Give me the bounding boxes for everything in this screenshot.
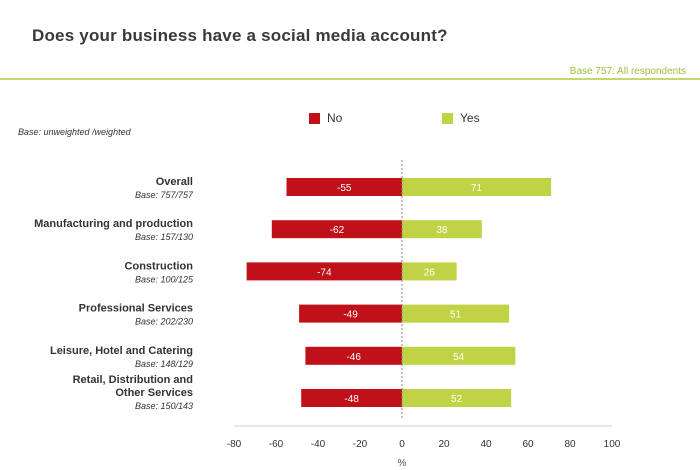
bar-value-label: 54 [453, 352, 465, 363]
legend-label-no: No [327, 111, 343, 125]
category-base-label: Base: 757/757 [135, 190, 194, 200]
bar-yes [402, 346, 516, 365]
bar-value-label: -48 [344, 394, 359, 405]
base-subnote: Base: unweighted /weighted [18, 127, 131, 137]
x-tick-label: 100 [604, 439, 621, 450]
bar-yes [402, 178, 552, 196]
bar-value-label: 51 [450, 310, 462, 321]
bar-value-label: -55 [337, 183, 352, 194]
bar-no [299, 304, 402, 323]
base-note: Base 757: All respondents [569, 66, 686, 77]
bar-value-label: -62 [330, 225, 345, 236]
category-base-label: Base: 150/143 [135, 401, 193, 411]
category-label: Professional Services [79, 303, 193, 315]
category-label: Overall [156, 176, 193, 188]
chart-title: Does your business have a social media a… [32, 26, 448, 45]
x-tick-label: 80 [564, 439, 576, 450]
bar-value-label: 71 [471, 183, 483, 194]
x-tick-label: 40 [480, 439, 492, 450]
bar-no [246, 262, 402, 281]
bar-value-label: -74 [317, 267, 332, 278]
bar-value-label: 38 [436, 225, 448, 236]
legend-swatch-no [309, 113, 320, 124]
bar-no [286, 178, 402, 196]
bar-yes [402, 304, 510, 323]
x-tick-label: 60 [522, 439, 534, 450]
x-tick-label: -40 [311, 439, 326, 450]
category-base-label: Base: 148/129 [135, 359, 193, 369]
x-axis-title: % [398, 458, 407, 469]
legend-swatch-yes [442, 113, 453, 124]
category-label: Manufacturing and production [34, 218, 193, 230]
bar-no [305, 346, 402, 365]
bar-yes [402, 262, 457, 281]
x-tick-label: -80 [227, 439, 242, 450]
bar-yes [402, 220, 482, 239]
x-tick-label: 0 [399, 439, 405, 450]
bar-value-label: 26 [424, 267, 436, 278]
category-base-label: Base: 100/125 [135, 274, 194, 284]
bar-value-label: 52 [451, 394, 463, 405]
category-label: Other Services [115, 387, 193, 399]
x-tick-label: -20 [353, 439, 368, 450]
category-base-label: Base: 157/130 [135, 232, 193, 242]
title-divider [0, 78, 700, 80]
category-label: Leisure, Hotel and Catering [50, 345, 193, 357]
category-base-label: Base: 202/230 [135, 317, 193, 327]
bar-value-label: -46 [346, 352, 361, 363]
bar-value-label: -49 [343, 310, 358, 321]
category-label: Retail, Distribution and [73, 374, 193, 386]
x-tick-label: 20 [438, 439, 450, 450]
legend-label-yes: Yes [460, 111, 480, 125]
bar-no [301, 389, 402, 407]
category-label: Construction [125, 260, 194, 272]
bar-no [271, 220, 402, 239]
bar-yes [402, 389, 512, 407]
x-tick-label: -60 [269, 439, 284, 450]
